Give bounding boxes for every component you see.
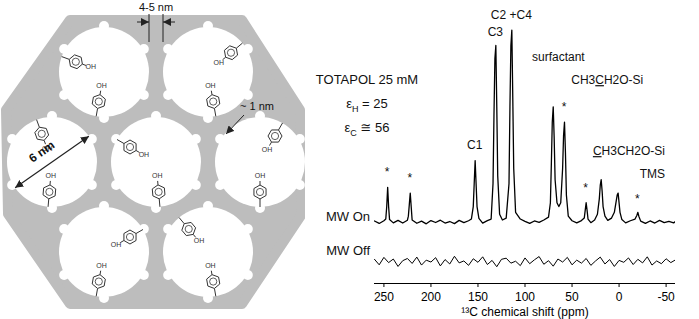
svg-text:*: * [407, 171, 412, 185]
svg-text:OH: OH [255, 172, 266, 179]
svg-text:~ 1 nm: ~ 1 nm [240, 100, 274, 112]
svg-text:150: 150 [468, 290, 488, 304]
svg-text:OH: OH [46, 172, 57, 179]
svg-text:OH: OH [213, 59, 224, 66]
svg-text:TMS: TMS [640, 167, 665, 181]
svg-text:¹³C chemical shift (ppm): ¹³C chemical shift (ppm) [461, 305, 588, 319]
svg-text:-50: -50 [657, 290, 675, 304]
svg-text:OH: OH [96, 82, 107, 89]
svg-text:OH: OH [205, 82, 216, 89]
svg-text:OH: OH [194, 237, 205, 244]
svg-text:εC ≅ 56: εC ≅ 56 [345, 120, 390, 138]
svg-text:*: * [635, 192, 640, 206]
svg-text:50: 50 [565, 290, 579, 304]
svg-text:OH: OH [96, 262, 107, 269]
svg-text:*: * [562, 100, 567, 114]
svg-text:surfactant: surfactant [532, 50, 585, 64]
svg-text:CH3CH2O-Si: CH3CH2O-Si [593, 144, 665, 158]
svg-text:200: 200 [421, 290, 441, 304]
svg-text:6 nm: 6 nm [26, 138, 57, 166]
svg-text:OH: OH [205, 262, 216, 269]
svg-text:0: 0 [616, 290, 623, 304]
svg-text:CH3CH2O-Si: CH3CH2O-Si [571, 73, 643, 87]
svg-text:TOTAPOL 25 mM: TOTAPOL 25 mM [316, 72, 418, 87]
svg-text:OH: OH [152, 172, 163, 179]
svg-text:OH: OH [86, 63, 97, 70]
svg-text:C1: C1 [467, 138, 483, 152]
svg-text:MW Off: MW Off [326, 243, 370, 258]
svg-text:4-5 nm: 4-5 nm [139, 1, 173, 13]
svg-text:OH: OH [139, 151, 150, 158]
svg-text:OH: OH [111, 241, 122, 248]
svg-text:100: 100 [515, 290, 535, 304]
svg-text:C3: C3 [488, 25, 504, 39]
svg-text:C2 +C4: C2 +C4 [491, 8, 532, 22]
svg-text:*: * [583, 181, 588, 195]
svg-text:250: 250 [374, 290, 394, 304]
svg-text:εH = 25: εH = 25 [346, 96, 388, 114]
svg-text:*: * [385, 165, 390, 179]
svg-text:OH: OH [262, 146, 273, 153]
svg-text:MW On: MW On [326, 209, 370, 224]
